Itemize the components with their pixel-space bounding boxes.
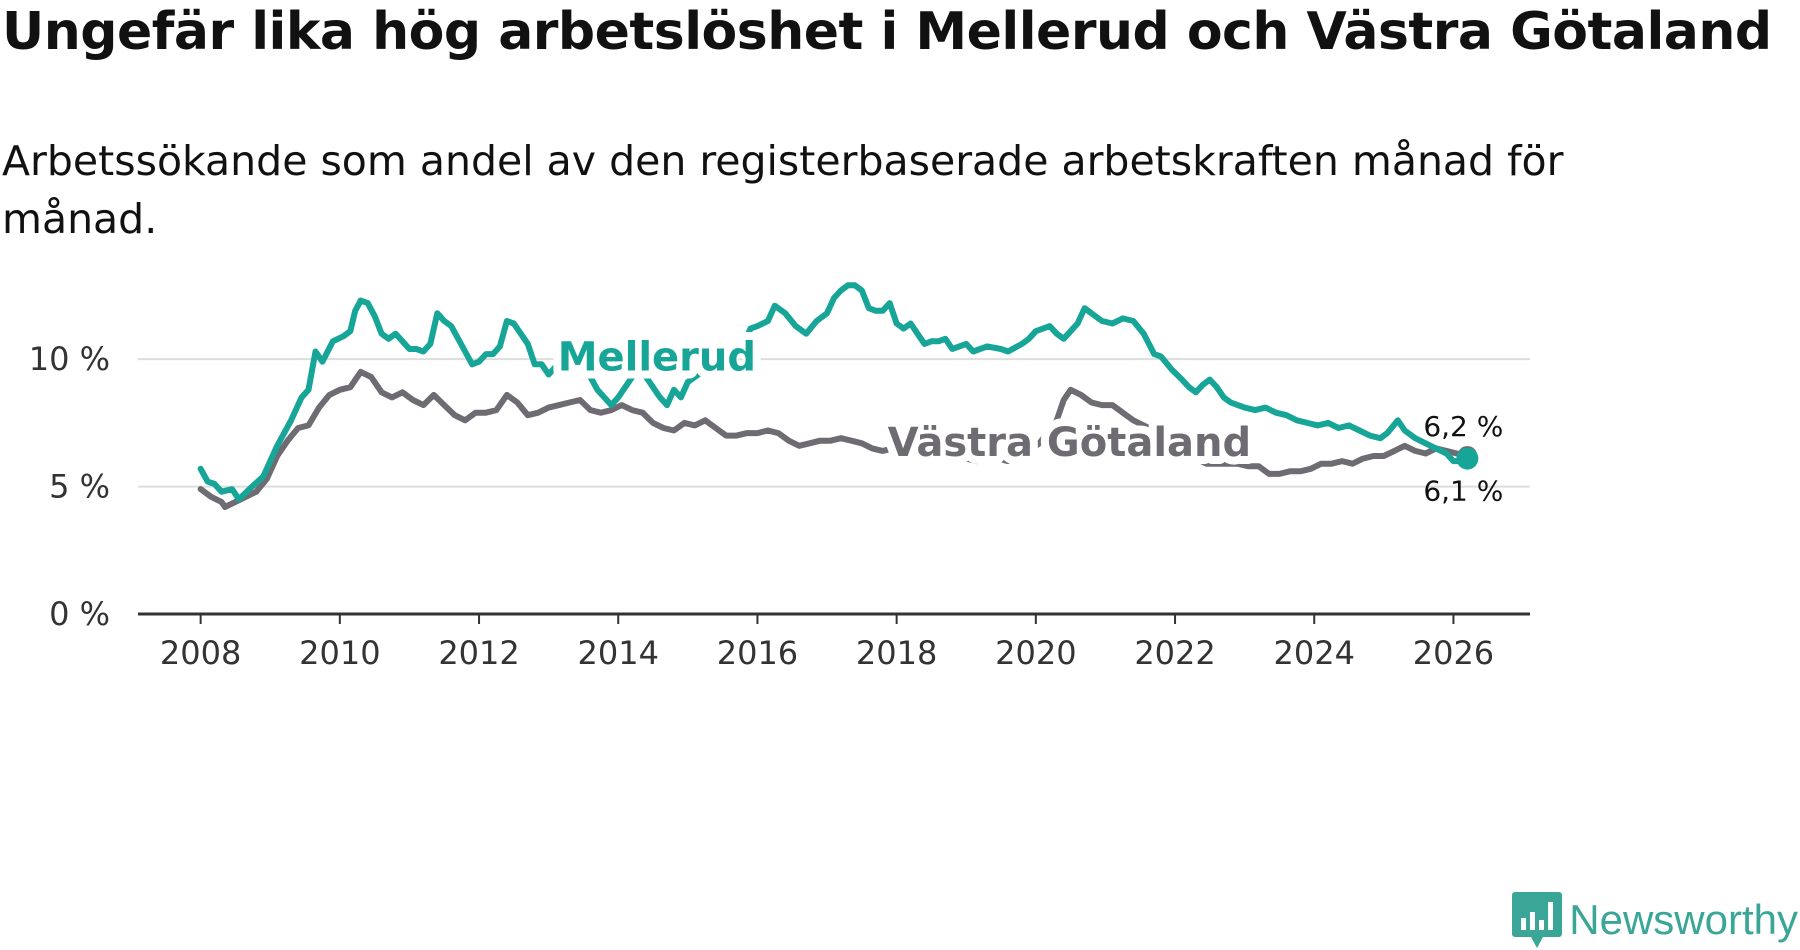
- mellerud-end-label: 6,1 %: [1423, 475, 1503, 508]
- y-tick-label: 5 %: [49, 468, 110, 506]
- mellerud-series-label-halo: Mellerud: [558, 335, 756, 381]
- vastra-gotaland-series-label: Västra Götaland: [888, 420, 1252, 466]
- gridlines: [138, 358, 1530, 488]
- x-axis: 2008 2010 2012 2014 2016 2018 2020 2022 2024 2026: [138, 612, 1530, 672]
- newsworthy-logo: Newsworthy: [1511, 890, 1798, 950]
- chart-subtitle: Arbetssökande som andel av den registerb…: [2, 137, 1564, 243]
- x-tick-label: 2012: [438, 634, 519, 672]
- x-tick-label: 2008: [160, 634, 241, 672]
- chart-title: Ungefär lika hög arbetslöshet i Mellerud…: [2, 2, 1772, 62]
- newsworthy-logo-text: Newsworthy: [1569, 896, 1798, 943]
- x-tick-label: 2014: [578, 634, 659, 672]
- mellerud-series-label: Mellerud: [558, 335, 756, 381]
- newsworthy-logo-icon: [1512, 892, 1563, 948]
- series-lines: [197, 282, 1479, 510]
- y-tick-label: 0 %: [49, 595, 110, 633]
- vastra-gotaland-line: [197, 368, 1471, 510]
- x-tick-label: 2026: [1413, 634, 1494, 672]
- vastra-gotaland-series-label-halo: Västra Götaland: [888, 420, 1252, 466]
- vastra-gotaland-end-label: 6,2 %: [1423, 410, 1503, 443]
- y-tick-label: 10 %: [29, 340, 110, 378]
- mellerud-end-marker: [1456, 447, 1479, 470]
- x-tick-label: 2020: [995, 634, 1076, 672]
- x-tick-label: 2010: [299, 634, 380, 672]
- mellerud-line: [197, 282, 1471, 503]
- x-tick-label: 2016: [717, 634, 798, 672]
- x-tick-label: 2018: [856, 634, 937, 672]
- y-axis: 0 % 5 % 10 %: [29, 340, 110, 633]
- x-tick-label: 2024: [1274, 634, 1355, 672]
- x-tick-label: 2022: [1134, 634, 1215, 672]
